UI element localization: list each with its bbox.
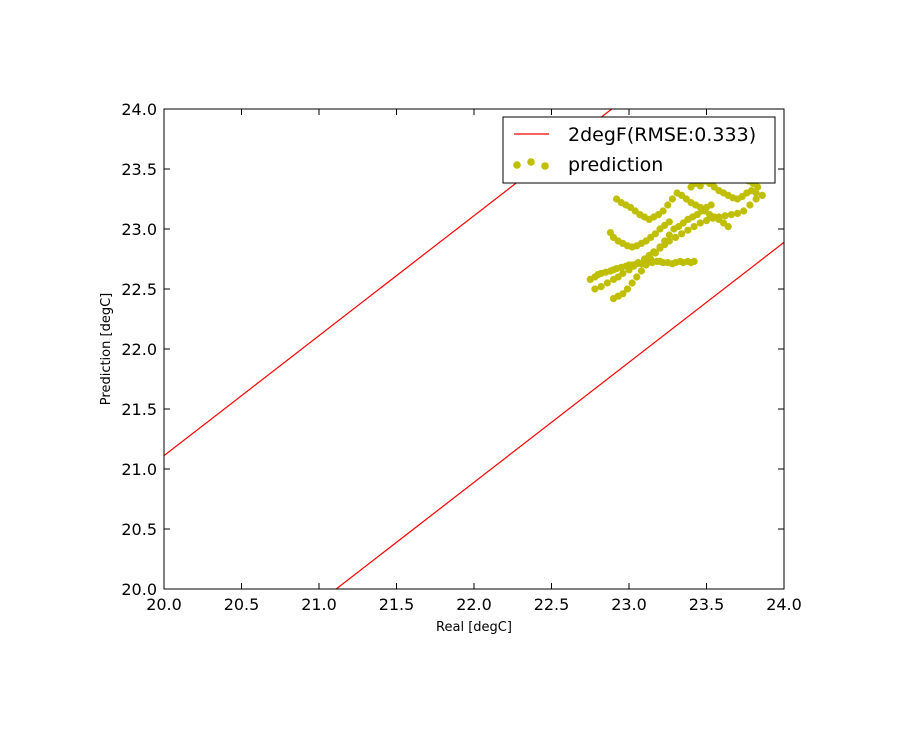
lower-band-line (335, 241, 784, 589)
y-tick-label: 21.5 (121, 400, 157, 419)
x-tick-label: 23.0 (611, 595, 647, 614)
band-lines (164, 109, 784, 589)
y-tick-label: 24.0 (121, 100, 157, 119)
prediction-point (623, 285, 632, 293)
prediction-point (678, 230, 686, 238)
prediction-point (724, 223, 732, 231)
legend-box (502, 116, 776, 184)
y-tick-label: 22.5 (121, 280, 157, 299)
y-tick-label: 22.0 (121, 340, 157, 359)
prediction-point (752, 195, 760, 203)
prediction-point (733, 209, 742, 217)
y-tick-label: 21.0 (121, 460, 157, 479)
prediction-point (619, 290, 627, 298)
prediction-point (668, 195, 677, 203)
x-tick-label: 22.5 (534, 595, 570, 614)
x-tick-label: 20.5 (224, 595, 260, 614)
prediction-point (690, 223, 698, 231)
prediction-point (603, 279, 611, 287)
prediction-point (754, 183, 762, 191)
prediction-point (651, 230, 659, 238)
x-tick-label: 23.5 (689, 595, 725, 614)
legend: 2degF(RMSE:0.333) prediction (502, 116, 776, 184)
y-axis-label: Prediction [degC] (99, 293, 114, 405)
prediction-points (586, 117, 766, 303)
y-tick-label: 23.0 (121, 220, 157, 239)
prediction-point (740, 207, 748, 215)
prediction-point (591, 285, 599, 293)
legend-points-label: prediction (568, 154, 663, 176)
prediction-point (656, 243, 664, 251)
prediction-point (702, 217, 711, 225)
prediction-point (642, 261, 650, 269)
prediction-point (727, 211, 735, 219)
prediction-point (671, 233, 680, 241)
prediction-point (634, 259, 642, 267)
x-tick-label: 21.5 (379, 595, 415, 614)
y-tick-label: 23.5 (121, 160, 157, 179)
prediction-point (637, 267, 646, 275)
prediction-point (665, 218, 673, 226)
x-axis-label: Real [degC] (436, 620, 512, 635)
prediction-point (633, 273, 641, 281)
x-tick-label: 22.0 (456, 595, 492, 614)
upper-band-line (164, 109, 613, 457)
prediction-point (597, 283, 605, 291)
plot-area (164, 109, 784, 589)
prediction-point (628, 279, 636, 287)
prediction-point (696, 182, 704, 190)
legend-point-swatch (513, 161, 521, 169)
x-tick-label: 20.0 (146, 595, 182, 614)
x-tick-label: 24.0 (766, 595, 802, 614)
y-tick-label: 20.0 (121, 580, 157, 599)
prediction-point (665, 231, 673, 239)
prediction-point (684, 226, 692, 234)
axis-ticks: 20.0 20.5 21.0 21.5 22.0 22.5 23.0 23.5 24.0 20.0… (121, 100, 801, 614)
prediction-point (696, 219, 704, 227)
prediction-point (690, 257, 698, 265)
prediction-point (707, 201, 715, 209)
prediction-point (659, 207, 667, 215)
prediction-point (746, 201, 754, 209)
legend-band-label: 2degF(RMSE:0.333) (568, 124, 756, 146)
prediction-point (619, 269, 627, 277)
prediction-point (752, 189, 760, 197)
x-tick-label: 21.0 (301, 595, 337, 614)
legend-point-swatch (541, 162, 549, 170)
prediction-point (651, 249, 659, 257)
legend-point-swatch (527, 158, 535, 166)
prediction-point (661, 237, 669, 245)
prediction-point (758, 191, 766, 199)
prediction-point (721, 212, 729, 220)
prediction-point (664, 201, 672, 209)
y-tick-label: 20.5 (121, 520, 157, 539)
prediction-point (647, 255, 655, 263)
